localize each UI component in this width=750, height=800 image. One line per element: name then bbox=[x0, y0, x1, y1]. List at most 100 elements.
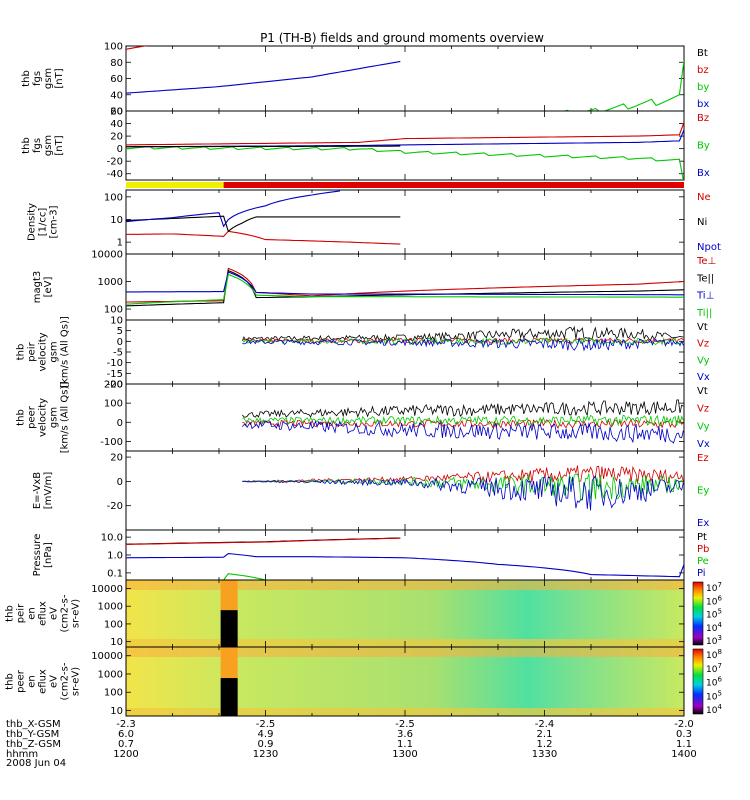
y-tick-label: 0.1 bbox=[107, 568, 123, 579]
panel-frame bbox=[125, 450, 685, 531]
date-label: 2008 Jun 04 bbox=[6, 758, 67, 769]
legend-entry: bx bbox=[697, 99, 709, 110]
series-group bbox=[241, 399, 684, 444]
y-tick-label: 10 bbox=[110, 316, 123, 327]
y-tick-label: 60 bbox=[110, 107, 123, 118]
y-tick-label: 1000 bbox=[98, 277, 123, 288]
legend-entry: Npot bbox=[697, 242, 721, 253]
legend-entry: Vt bbox=[697, 322, 708, 333]
figure-title: P1 (TH-B) fields and ground moments over… bbox=[260, 31, 544, 45]
spectrogram-gap-high bbox=[220, 647, 238, 679]
y-axis-label: [km/s (All Qs)] bbox=[60, 316, 71, 388]
series-trace-line bbox=[126, 145, 401, 148]
y-tick-label: 20 bbox=[110, 453, 123, 464]
y-tick-label: 0 bbox=[117, 418, 123, 429]
panel-frame bbox=[125, 319, 685, 385]
y-axis-label: thb bbox=[21, 137, 32, 154]
y-axis-label: (cm2-s- bbox=[60, 594, 71, 632]
y-tick-label: -20 bbox=[107, 501, 123, 512]
legend-entry: Ez bbox=[697, 453, 709, 464]
legend-entry: bz bbox=[697, 65, 709, 76]
y-tick-label: -40 bbox=[107, 169, 123, 180]
legend-entry: Vy bbox=[697, 421, 710, 432]
y-tick-label: 60 bbox=[110, 74, 123, 85]
colorbar-tick-label: 107 bbox=[706, 662, 722, 675]
legend-entry: By bbox=[697, 141, 710, 152]
colorbar-tick-label: 106 bbox=[706, 676, 722, 689]
legend-entry: Vt bbox=[697, 386, 708, 397]
series-bt-line bbox=[126, 38, 684, 44]
y-axis-label: fgs bbox=[32, 138, 43, 153]
y-tick-label: 10 bbox=[110, 637, 123, 648]
x-axis-row-value: 1200 bbox=[113, 749, 138, 760]
x-axis-row-value: -2.4 bbox=[535, 719, 555, 730]
series-group bbox=[126, 38, 684, 111]
series-vx-line bbox=[242, 337, 684, 352]
series-ne-line bbox=[126, 230, 401, 245]
legend-entry: Bz bbox=[697, 113, 709, 124]
y-tick-label: 0 bbox=[117, 337, 123, 348]
y-tick-label: 1000 bbox=[98, 669, 123, 680]
colorbar-tick-label: 104 bbox=[706, 703, 722, 716]
legend-entry: Pb bbox=[697, 544, 709, 555]
y-axis-label: peir bbox=[16, 603, 27, 623]
y-tick-label: 20 bbox=[110, 132, 123, 143]
spectrogram-gap-low bbox=[220, 678, 238, 716]
x-axis-table: thb_X-GSM -2.3 -2.5 -2.5 -2.4 -2.0 thb_Y-GSM 6.… bbox=[6, 719, 697, 760]
x-axis-row-value: 0.3 bbox=[676, 729, 692, 740]
y-axis-label: [km/s (All Qs)] bbox=[60, 382, 71, 454]
x-axis-row-label: thb_Y-GSM bbox=[6, 729, 59, 740]
y-tick-label: 10000 bbox=[91, 651, 123, 662]
y-axis-label: magt3 bbox=[32, 271, 43, 304]
colorbar-tick-label: 104 bbox=[706, 621, 722, 634]
series-vx-line bbox=[241, 420, 684, 444]
y-axis-label: eflux bbox=[38, 601, 49, 626]
y-axis-label: gsm bbox=[49, 341, 60, 362]
y-axis-label: thb bbox=[16, 344, 27, 361]
y-tick-label: 100 bbox=[104, 399, 123, 410]
y-tick-label: -5 bbox=[113, 348, 123, 359]
series-te--line bbox=[126, 269, 684, 307]
panel-3 bbox=[126, 182, 684, 188]
series-group bbox=[126, 537, 684, 580]
colorbar-tick-label: 106 bbox=[706, 594, 722, 607]
y-tick-label: -20 bbox=[107, 380, 123, 391]
colorbar-tick-label: 105 bbox=[706, 608, 722, 621]
panel-frame bbox=[125, 253, 685, 321]
y-axis-label: sr-eV) bbox=[71, 599, 82, 628]
series-group bbox=[241, 325, 684, 352]
panel-frame bbox=[125, 45, 685, 112]
y-axis-label: eV bbox=[49, 675, 60, 688]
y-tick-label: 40 bbox=[110, 90, 123, 101]
series-vy-line bbox=[242, 414, 684, 427]
spectrogram-gap-high bbox=[220, 580, 238, 611]
colorbar-tick-label: 105 bbox=[706, 689, 722, 702]
x-axis-row-value: 0.7 bbox=[118, 739, 134, 750]
y-tick-label: 20 bbox=[110, 107, 123, 118]
series-pi-line bbox=[126, 553, 684, 578]
legend-entry: by bbox=[697, 82, 709, 93]
panel-frame bbox=[125, 383, 685, 452]
y-axis-label: thb bbox=[5, 605, 16, 622]
y-axis-label: thb bbox=[16, 409, 27, 426]
legend-entry: Bt bbox=[697, 48, 708, 59]
x-axis-row-label: hhmm bbox=[6, 749, 38, 760]
y-axis-label: [cm-3] bbox=[49, 205, 60, 238]
y-tick-label: 10000 bbox=[91, 250, 123, 261]
series-ti--line bbox=[126, 271, 684, 296]
y-tick-label: 100 bbox=[104, 305, 123, 316]
panel-4: 1 10 100 Density [1/cc] [cm-3] Ne Ni Npot bbox=[27, 189, 721, 255]
y-axis-label: (cm2-s- bbox=[60, 662, 71, 700]
series-bx-line bbox=[126, 60, 401, 94]
legend-entry: Ti⊥ bbox=[696, 291, 714, 302]
x-axis-row-value: 6.0 bbox=[118, 729, 134, 740]
y-axis-label: [1/cc] bbox=[38, 208, 49, 237]
legend-entry: Ne bbox=[697, 192, 711, 203]
y-axis-label: eV bbox=[49, 607, 60, 620]
y-axis-label: [nT] bbox=[54, 135, 65, 155]
panel-frame bbox=[125, 189, 685, 255]
colorbar-tick-label: 107 bbox=[706, 581, 722, 594]
series-npot-line bbox=[126, 190, 340, 228]
